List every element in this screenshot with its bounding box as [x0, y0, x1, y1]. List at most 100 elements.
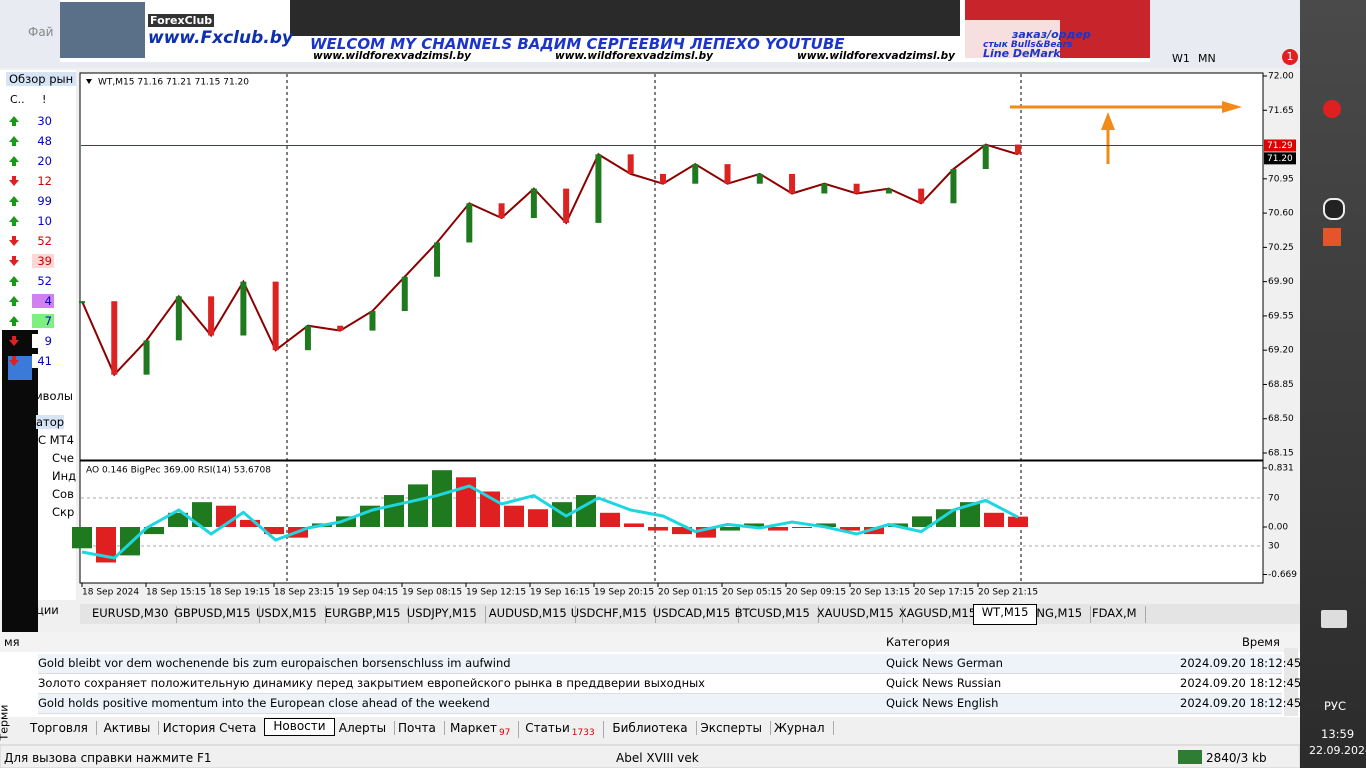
chart-tab[interactable]: USDJPY,M15: [399, 606, 486, 623]
chart-tab[interactable]: NG,M15: [1028, 606, 1092, 623]
candle: [79, 301, 85, 304]
price-line: [81, 143, 1019, 377]
x-tick-label: 20 Sep 13:15: [850, 588, 910, 598]
bottom-tab[interactable]: Статьи 1733: [517, 721, 604, 739]
x-tick-label: 20 Sep 17:15: [914, 588, 974, 598]
ao-bar: [744, 523, 764, 527]
bottom-tab[interactable]: Журнал: [766, 721, 834, 735]
candle: [627, 154, 634, 174]
y-tick-label: 68.85: [1268, 380, 1294, 390]
banner-strip: [290, 0, 960, 36]
ao-tick-label: 0.00: [1268, 523, 1288, 533]
terminal-label: Терми: [0, 704, 11, 741]
market-value: 20: [32, 154, 54, 168]
candle: [1015, 144, 1021, 155]
ao-bar: [72, 527, 92, 549]
market-arrow: [9, 276, 19, 286]
bottom-tab[interactable]: Библиотека: [604, 721, 697, 735]
chart-tab[interactable]: EURGBP,M15: [317, 606, 410, 623]
chart-tab[interactable]: GBPUSD,M15: [166, 606, 260, 623]
bottom-tab[interactable]: Маркет 97: [442, 721, 520, 739]
indicator-panel: [79, 460, 1264, 584]
news-column: Время: [1242, 635, 1280, 649]
record-icon[interactable]: [1323, 198, 1345, 220]
bottom-tab[interactable]: Новости: [264, 718, 335, 736]
opera-icon[interactable]: [1323, 100, 1341, 118]
banner-link: www.wildforexvadzimsl.by: [555, 50, 713, 62]
keyboard-icon[interactable]: [1321, 610, 1347, 628]
x-tick-label: 19 Sep 12:15: [466, 588, 526, 598]
period-button[interactable]: MN: [1198, 52, 1216, 65]
chart-header: WT,M15 71.16 71.21 71.15 71.20: [98, 78, 249, 88]
market-value: 4: [32, 294, 54, 308]
taskbar: [1300, 0, 1366, 768]
navigator-item: Скр: [52, 505, 75, 519]
y-tick-label: 70.60: [1268, 209, 1294, 219]
news-title[interactable]: Gold bleibt vor dem wochenende bis zum e…: [38, 656, 511, 670]
ao-bar: [456, 477, 476, 527]
bottom-tab[interactable]: История Счета: [155, 721, 266, 735]
ao-bar: [384, 495, 404, 527]
chart-icon: [86, 79, 92, 84]
x-tick-label: 20 Sep 21:15: [978, 588, 1038, 598]
bottom-tab[interactable]: Эксперты: [692, 721, 771, 735]
taskbar-date: 22.09.2024: [1309, 744, 1366, 757]
chart-tab[interactable]: XAGUSD,M15: [891, 606, 986, 623]
market-value: 52: [32, 234, 54, 248]
chart-tab[interactable]: WT,M15: [972, 604, 1038, 625]
symbols-tab: мволы: [34, 389, 73, 403]
market-arrow: [9, 316, 19, 326]
x-tick-label: 19 Sep 20:15: [594, 588, 654, 598]
chart-tab[interactable]: FDAX,M: [1084, 606, 1146, 623]
chart-tab[interactable]: USDCHF,M15: [563, 606, 656, 623]
chart-tab[interactable]: AUDUSD,M15: [481, 606, 576, 623]
candle: [111, 301, 118, 375]
market-arrow: [9, 116, 19, 126]
chart-tab[interactable]: USDX,M15: [248, 606, 326, 623]
banner-order: заказ/ордер: [1012, 28, 1091, 41]
bottom-tab[interactable]: Торговля: [22, 721, 97, 735]
banner-flag-white: [965, 20, 1060, 58]
cursor-tool[interactable]: [8, 356, 32, 380]
market-watch-col: С..: [10, 93, 25, 106]
taskbar-lang: РУС: [1324, 699, 1346, 713]
news-category: Quick News English: [886, 696, 999, 710]
ao-bar: [192, 502, 212, 527]
bottom-tab[interactable]: Почта: [390, 721, 445, 735]
status-traffic: 2840/3 kb: [1206, 751, 1267, 765]
candle: [563, 188, 570, 223]
ao-bar: [432, 470, 452, 527]
chart-tab[interactable]: EURUSD,M30: [84, 606, 178, 623]
ao-bar: [264, 527, 284, 535]
period-button[interactable]: W1: [1172, 52, 1190, 65]
x-tick-label: 18 Sep 19:15: [210, 588, 270, 598]
market-value: 7: [32, 314, 54, 328]
news-column: Категория: [886, 635, 950, 649]
ao-bar: [168, 512, 188, 527]
market-watch-col: !: [42, 93, 47, 106]
bottom-tab[interactable]: Активы: [96, 721, 160, 735]
ao-tick-label: -0.669: [1268, 570, 1297, 580]
chart-tab[interactable]: USDCAD,M15: [645, 606, 740, 623]
navigator-title: атор: [36, 415, 65, 429]
bottom-tab[interactable]: Алерты: [331, 721, 396, 735]
news-header: [0, 632, 1300, 652]
candle: [821, 183, 828, 194]
ao-bar: [936, 509, 956, 527]
news-title[interactable]: Золото сохраняет положительную динамику …: [38, 676, 705, 690]
candle: [789, 173, 796, 194]
candle: [950, 169, 957, 204]
scrollbar: [1284, 648, 1298, 716]
navigator-item: С MT4: [38, 433, 74, 447]
candle: [208, 296, 215, 336]
market-value: 48: [32, 134, 54, 148]
app-icon[interactable]: [1323, 228, 1341, 246]
chart-tab[interactable]: XAUUSD,M15: [809, 606, 903, 623]
alerts-badge[interactable]: 1: [1282, 49, 1298, 65]
candle: [982, 144, 989, 170]
news-title[interactable]: Gold holds positive momentum into the Eu…: [38, 696, 490, 710]
candle: [530, 188, 537, 218]
rsi-tick-label: 70: [1268, 494, 1280, 504]
ao-bar: [840, 527, 860, 531]
chart-tab[interactable]: BTCUSD,M15: [727, 606, 819, 623]
